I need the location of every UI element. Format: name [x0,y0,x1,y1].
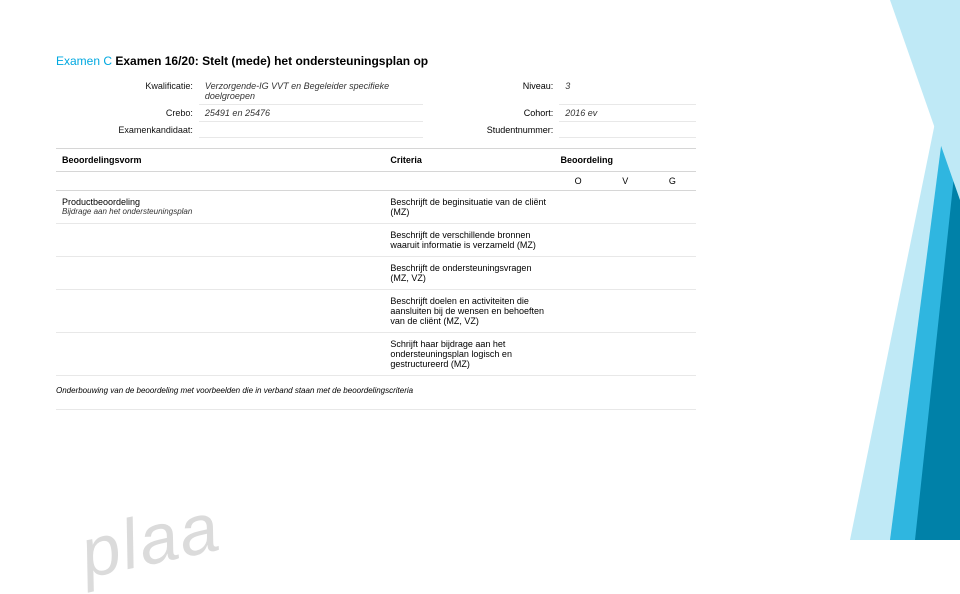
form-cell: ProductbeoordelingBijdrage aan het onder… [56,191,384,224]
header-rating: Beoordeling [555,149,696,172]
header-form: Beoordelingsvorm [56,149,384,172]
rating-cell-g [649,191,696,224]
meta-label: Examenkandidaat: [56,122,199,138]
rating-cell-g [649,333,696,376]
form-cell [56,224,384,257]
rating-cell-o [555,224,602,257]
meta-label: Crebo: [56,105,199,122]
meta-value [559,122,696,138]
title-main: Examen 16/20: Stelt (mede) het ondersteu… [115,54,428,68]
criteria-cell: Beschrijft doelen en activiteiten die aa… [384,290,554,333]
rating-cell-g [649,290,696,333]
meta-value: Verzorgende-IG VVT en Begeleider specifi… [199,78,423,105]
form-cell [56,290,384,333]
criteria-cell: Beschrijft de beginsituatie van de cliën… [384,191,554,224]
rating-cell-v [602,333,649,376]
form-cell [56,257,384,290]
meta-value: 2016 ev [559,105,696,122]
rating-cell-o [555,333,602,376]
meta-label: Kwalificatie: [56,78,199,105]
meta-label: Cohort: [423,105,560,122]
assessment-table: Beoordelingsvorm Criteria Beoordeling O … [56,148,696,376]
meta-label: Studentnummer: [423,122,560,138]
header-criteria: Criteria [384,149,554,172]
rating-cell-g [649,224,696,257]
form-name: Productbeoordeling [62,197,378,207]
rating-col-v: V [602,172,649,191]
meta-table: Kwalificatie:Verzorgende-IG VVT en Begel… [56,78,696,138]
rating-cell-v [602,290,649,333]
rating-col-o: O [555,172,602,191]
rating-cell-g [649,257,696,290]
rating-col-g: G [649,172,696,191]
corner-decoration [740,0,960,540]
rating-cell-o [555,257,602,290]
criteria-cell: Beschrijft de ondersteuningsvragen (MZ, … [384,257,554,290]
criteria-cell: Beschrijft de verschillende bronnen waar… [384,224,554,257]
rating-cell-v [602,257,649,290]
criteria-cell: Schrijft haar bijdrage aan het ondersteu… [384,333,554,376]
footer-note: Onderbouwing van de beoordeling met voor… [56,386,696,410]
meta-value: 3 [559,78,696,105]
rating-cell-v [602,224,649,257]
page-title: Examen C Examen 16/20: Stelt (mede) het … [56,54,696,68]
title-prefix: Examen C [56,54,112,68]
meta-value [199,122,423,138]
watermark: plaa [73,486,227,593]
form-cell [56,333,384,376]
rating-cell-o [555,191,602,224]
rating-cell-v [602,191,649,224]
form-sub: Bijdrage aan het ondersteuningsplan [62,207,378,216]
rating-cell-o [555,290,602,333]
meta-label: Niveau: [423,78,560,105]
meta-value: 25491 en 25476 [199,105,423,122]
